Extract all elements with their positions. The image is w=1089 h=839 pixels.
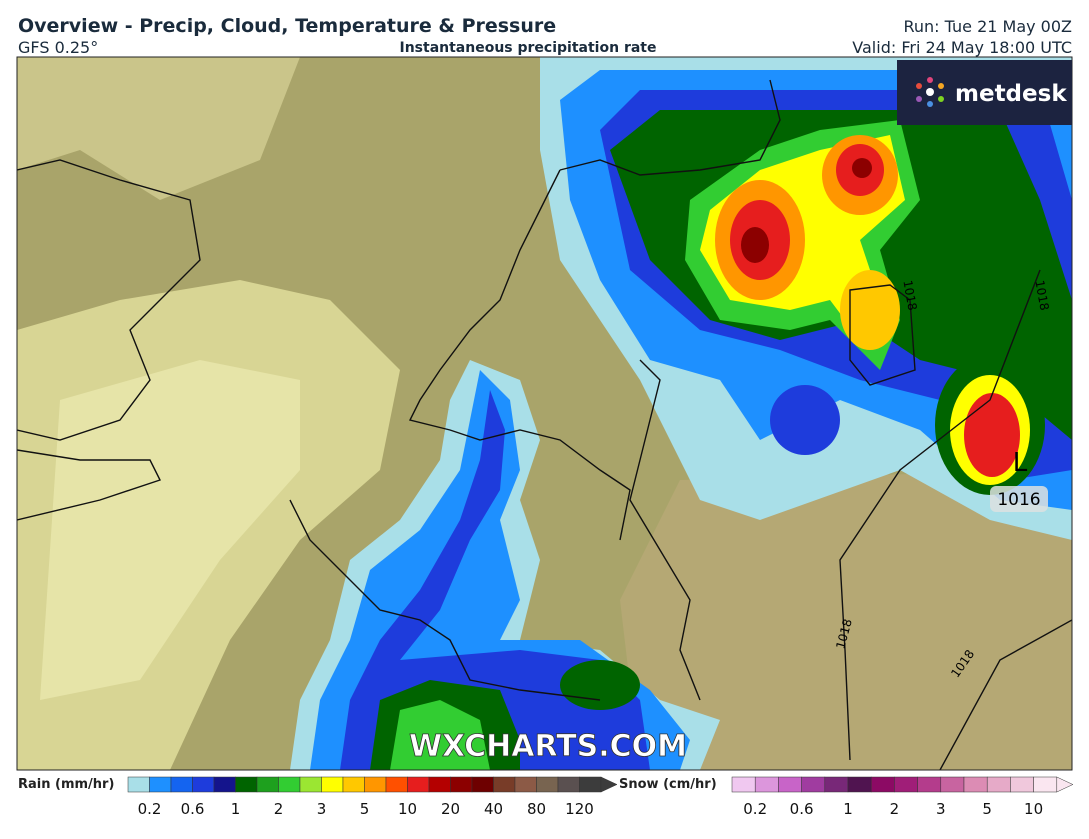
swatch [963,776,988,793]
logo: metdesk [955,81,1067,107]
swatch [754,776,779,793]
tick-label: 1 [231,800,241,818]
swatch [428,776,451,793]
tick-label: 2 [890,800,900,818]
swatch [127,776,150,793]
swatch [450,776,473,793]
tick-label: 0.2 [743,800,767,818]
tick-label: 0.2 [138,800,162,818]
swatch [213,776,236,793]
swatch [493,776,516,793]
tick-label: 0.6 [790,800,814,818]
tick-label: 120 [565,800,594,818]
title: Overview - Precip, Cloud, Temperature & … [18,15,556,37]
swatch [235,776,258,793]
swatch [824,776,849,793]
tick-label: 3 [936,800,946,818]
swatch [894,776,918,793]
rain-label: Rain (mm/hr) [18,777,114,792]
swatch [917,776,942,793]
pressure-label: 1016 [997,490,1040,510]
swatch [731,776,756,793]
tick-label: 1 [843,800,853,818]
swatch [847,776,872,793]
map: metdesk WXCHARTS.COM L 1016 1018 1018 10… [16,56,1073,771]
tick-label: 2 [274,800,284,818]
swatch [557,776,580,793]
swatch [385,776,408,793]
swatch [170,776,193,793]
swatch [1010,776,1034,793]
swatch [778,776,802,793]
tick-label: 5 [982,800,992,818]
swatch [514,776,537,793]
logo-icon [916,77,944,107]
tick-label: 10 [398,800,417,818]
swatch [342,776,365,793]
swatch [407,776,430,793]
legend: Rain (mm/hr) Snow (cm/hr) 0.2 0.6 1 2 3 5 10 20… [18,776,1074,818]
swatch [364,776,387,793]
swatch [321,776,344,793]
arrow [1056,776,1074,793]
arrow [600,776,618,793]
tick-label: 40 [484,800,503,818]
swatch [192,776,215,793]
swatch [256,776,279,793]
swatch [940,776,965,793]
swatch [801,776,826,793]
tick-label: 5 [360,800,370,818]
low-label: L [1013,448,1028,478]
snow-label: Snow (cm/hr) [619,777,717,792]
swatch [536,776,559,793]
swatch [471,776,494,793]
model: GFS 0.25° [18,38,98,57]
pressure-label: 1018 [900,279,919,312]
swatch [870,776,895,793]
tick-label: 80 [527,800,546,818]
swatch [986,776,1011,793]
tick-label: 10 [1024,800,1043,818]
swatch [149,776,172,793]
subtitle: Instantaneous precipitation rate [400,40,657,56]
watermark: WXCHARTS.COM [409,729,687,764]
tick-label: 20 [441,800,460,818]
tick-label: 0.6 [181,800,205,818]
run: Run: Tue 21 May 00Z [904,17,1073,36]
swatch [1033,776,1058,793]
valid: Valid: Fri 24 May 18:00 UTC [852,38,1072,57]
swatch [579,776,602,793]
tick-label: 3 [317,800,327,818]
swatch [278,776,301,793]
swatch [299,776,322,793]
pressure-label: 1018 [1032,279,1051,312]
